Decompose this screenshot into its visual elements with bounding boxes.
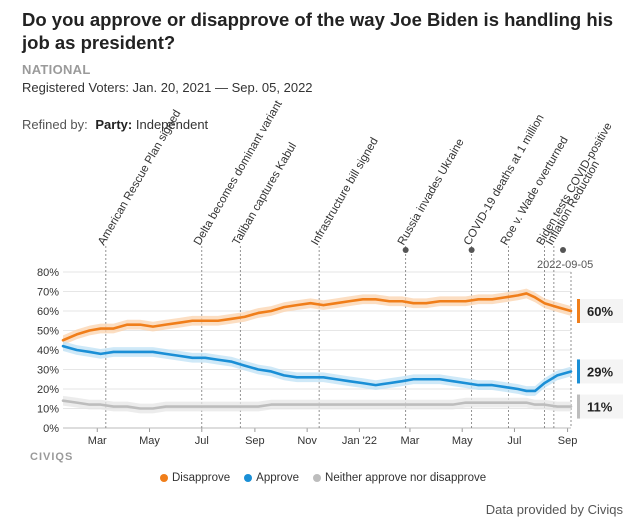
civiqs-logo: CIVIQS [30,451,74,463]
legend-swatch-disapprove [160,474,168,482]
x-tick-label: Jul [195,435,209,447]
annotation-label: American Rescue Plan signed [96,108,183,247]
legend-item-approve[interactable]: Approve [244,472,299,484]
refined-label: Refined by: [22,117,88,132]
y-tick-label: 10% [37,404,59,416]
y-tick-label: 40% [37,345,59,357]
x-tick-label: Sep [245,435,265,447]
x-tick-label: Jul [507,435,521,447]
x-tick-label: Mar [400,435,419,447]
legend-label-approve: Approve [256,472,300,484]
y-tick-label: 20% [37,384,59,396]
chart-title: Do you approve or disapprove of the way … [22,9,614,53]
end-label-accent [577,359,580,384]
end-label-value: 29% [587,364,613,379]
series-line [61,292,573,342]
end-label-box [577,394,623,419]
chart-subtitle: Registered Voters: Jan. 20, 2021 — Sep. … [22,80,313,95]
refinement-filter[interactable]: Refined by: Party: Independent [22,117,208,132]
annotation-label: Infrastructure bill signed [309,136,380,248]
end-label-accent [577,299,580,323]
y-tick-label: 70% [37,287,59,299]
x-tick-label: Sep [558,435,578,447]
series-band [63,288,571,346]
x-tick-label: May [452,435,473,447]
end-label-value: 11% [587,400,613,415]
x-tick-label: May [139,435,160,447]
y-tick-label: 50% [37,326,59,338]
scope-label: NATIONAL [22,62,91,77]
chart-legend: Disapprove Approve Neither approve nor d… [160,472,486,484]
series-band [63,341,571,396]
x-tick-label: Jan '22 [342,435,377,447]
end-label-box [577,299,623,323]
series-line [61,399,573,410]
y-tick-label: 0% [43,423,59,435]
x-tick-label: Nov [297,435,317,447]
annotation-marker [402,247,409,253]
y-tick-label: 80% [37,267,59,279]
y-tick-label: 60% [37,306,59,318]
legend-item-neither[interactable]: Neither approve nor disapprove [313,472,486,484]
x-tick-label: Mar [88,435,107,447]
end-label-value: 60% [587,304,613,319]
annotation-label: Russia invades Ukraine [396,137,467,248]
legend-swatch-neither [313,474,322,482]
annotation-marker [468,247,475,253]
y-tick-label: 30% [37,365,59,377]
refined-key: Party: [95,117,133,132]
legend-item-disapprove[interactable]: Disapprove [160,472,230,484]
current-date-label: 2022-09-05 [537,259,593,271]
series-line [61,344,573,393]
annotation-label: Inflation Reduction [544,159,602,248]
current-date-marker [560,247,566,253]
end-label-accent [577,394,580,419]
annotation-label: Biden tests COVID-positive [535,121,615,248]
legend-swatch-approve [244,474,253,482]
data-credit: Data provided by Civiqs [485,502,623,517]
legend-label-disapprove: Disapprove [172,472,231,484]
legend-label-neither: Neither approve nor disapprove [325,472,487,484]
refined-value: Independent [135,117,209,132]
end-label-box [577,359,623,384]
